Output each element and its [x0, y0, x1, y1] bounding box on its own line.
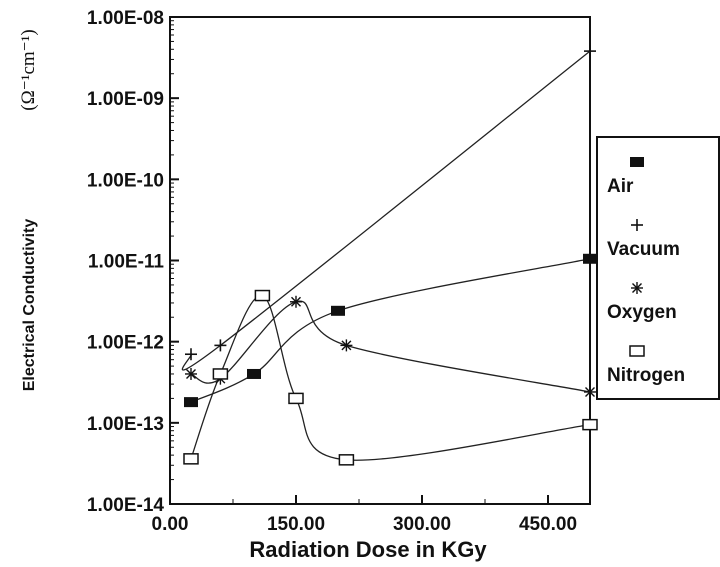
- data-point-oxygen: [290, 295, 302, 308]
- y-tick-label: 1.00E-09: [87, 89, 164, 110]
- legend-marker-air: [630, 157, 644, 167]
- data-point-air: [247, 368, 261, 379]
- plot-frame: [169, 16, 591, 505]
- y-tick-label: 1.00E-13: [87, 414, 164, 435]
- series-line-air: [190, 258, 591, 403]
- data-point-vacuum: [214, 339, 227, 352]
- data-point-nitrogen: [254, 289, 271, 302]
- data-point-nitrogen: [582, 418, 598, 431]
- x-tick-label: 450.00: [519, 514, 577, 535]
- data-point-vacuum: [584, 45, 596, 58]
- data-point-nitrogen: [183, 453, 199, 465]
- y-tick-label: 1.00E-14: [87, 495, 165, 516]
- y-axis-unit: (Ω⁻¹cm⁻¹): [18, 29, 39, 110]
- data-point-oxygen: [340, 339, 353, 352]
- x-axis-label: Radiation Dose in KGy: [249, 537, 487, 562]
- data-point-air: [331, 305, 345, 316]
- legend-marker-nitrogen: [629, 345, 645, 357]
- y-tick-label: 1.00E-11: [88, 252, 164, 273]
- legend-label-air: Air: [607, 176, 634, 197]
- y-tick-label: 1.00E-10: [87, 170, 164, 191]
- data-point-oxygen: [185, 367, 197, 380]
- data-point-vacuum: [185, 348, 197, 361]
- x-tick-label: 150.00: [267, 514, 325, 535]
- data-point-air: [583, 253, 597, 264]
- data-point-nitrogen: [288, 392, 304, 405]
- legend-label-vacuum: Vacuum: [607, 239, 680, 260]
- data-point-air: [184, 397, 198, 408]
- x-tick-label: 0.00: [152, 514, 189, 535]
- data-point-nitrogen: [338, 454, 355, 466]
- legend-label-oxygen: Oxygen: [607, 302, 677, 323]
- legend-marker-vacuum: [631, 219, 643, 231]
- x-tick-label: 300.00: [393, 514, 451, 535]
- y-axis-label: Electrical Conductivity: [21, 219, 38, 392]
- legend-label-nitrogen: Nitrogen: [607, 365, 685, 386]
- series-line-vacuum: [181, 50, 591, 371]
- data-point-oxygen: [584, 385, 596, 398]
- legend-marker-oxygen: [631, 282, 643, 294]
- y-tick-label: 1.00E-12: [87, 333, 164, 354]
- legend-box: [596, 136, 720, 400]
- data-point-nitrogen: [212, 368, 229, 380]
- y-tick-label: 1.00E-08: [87, 8, 164, 29]
